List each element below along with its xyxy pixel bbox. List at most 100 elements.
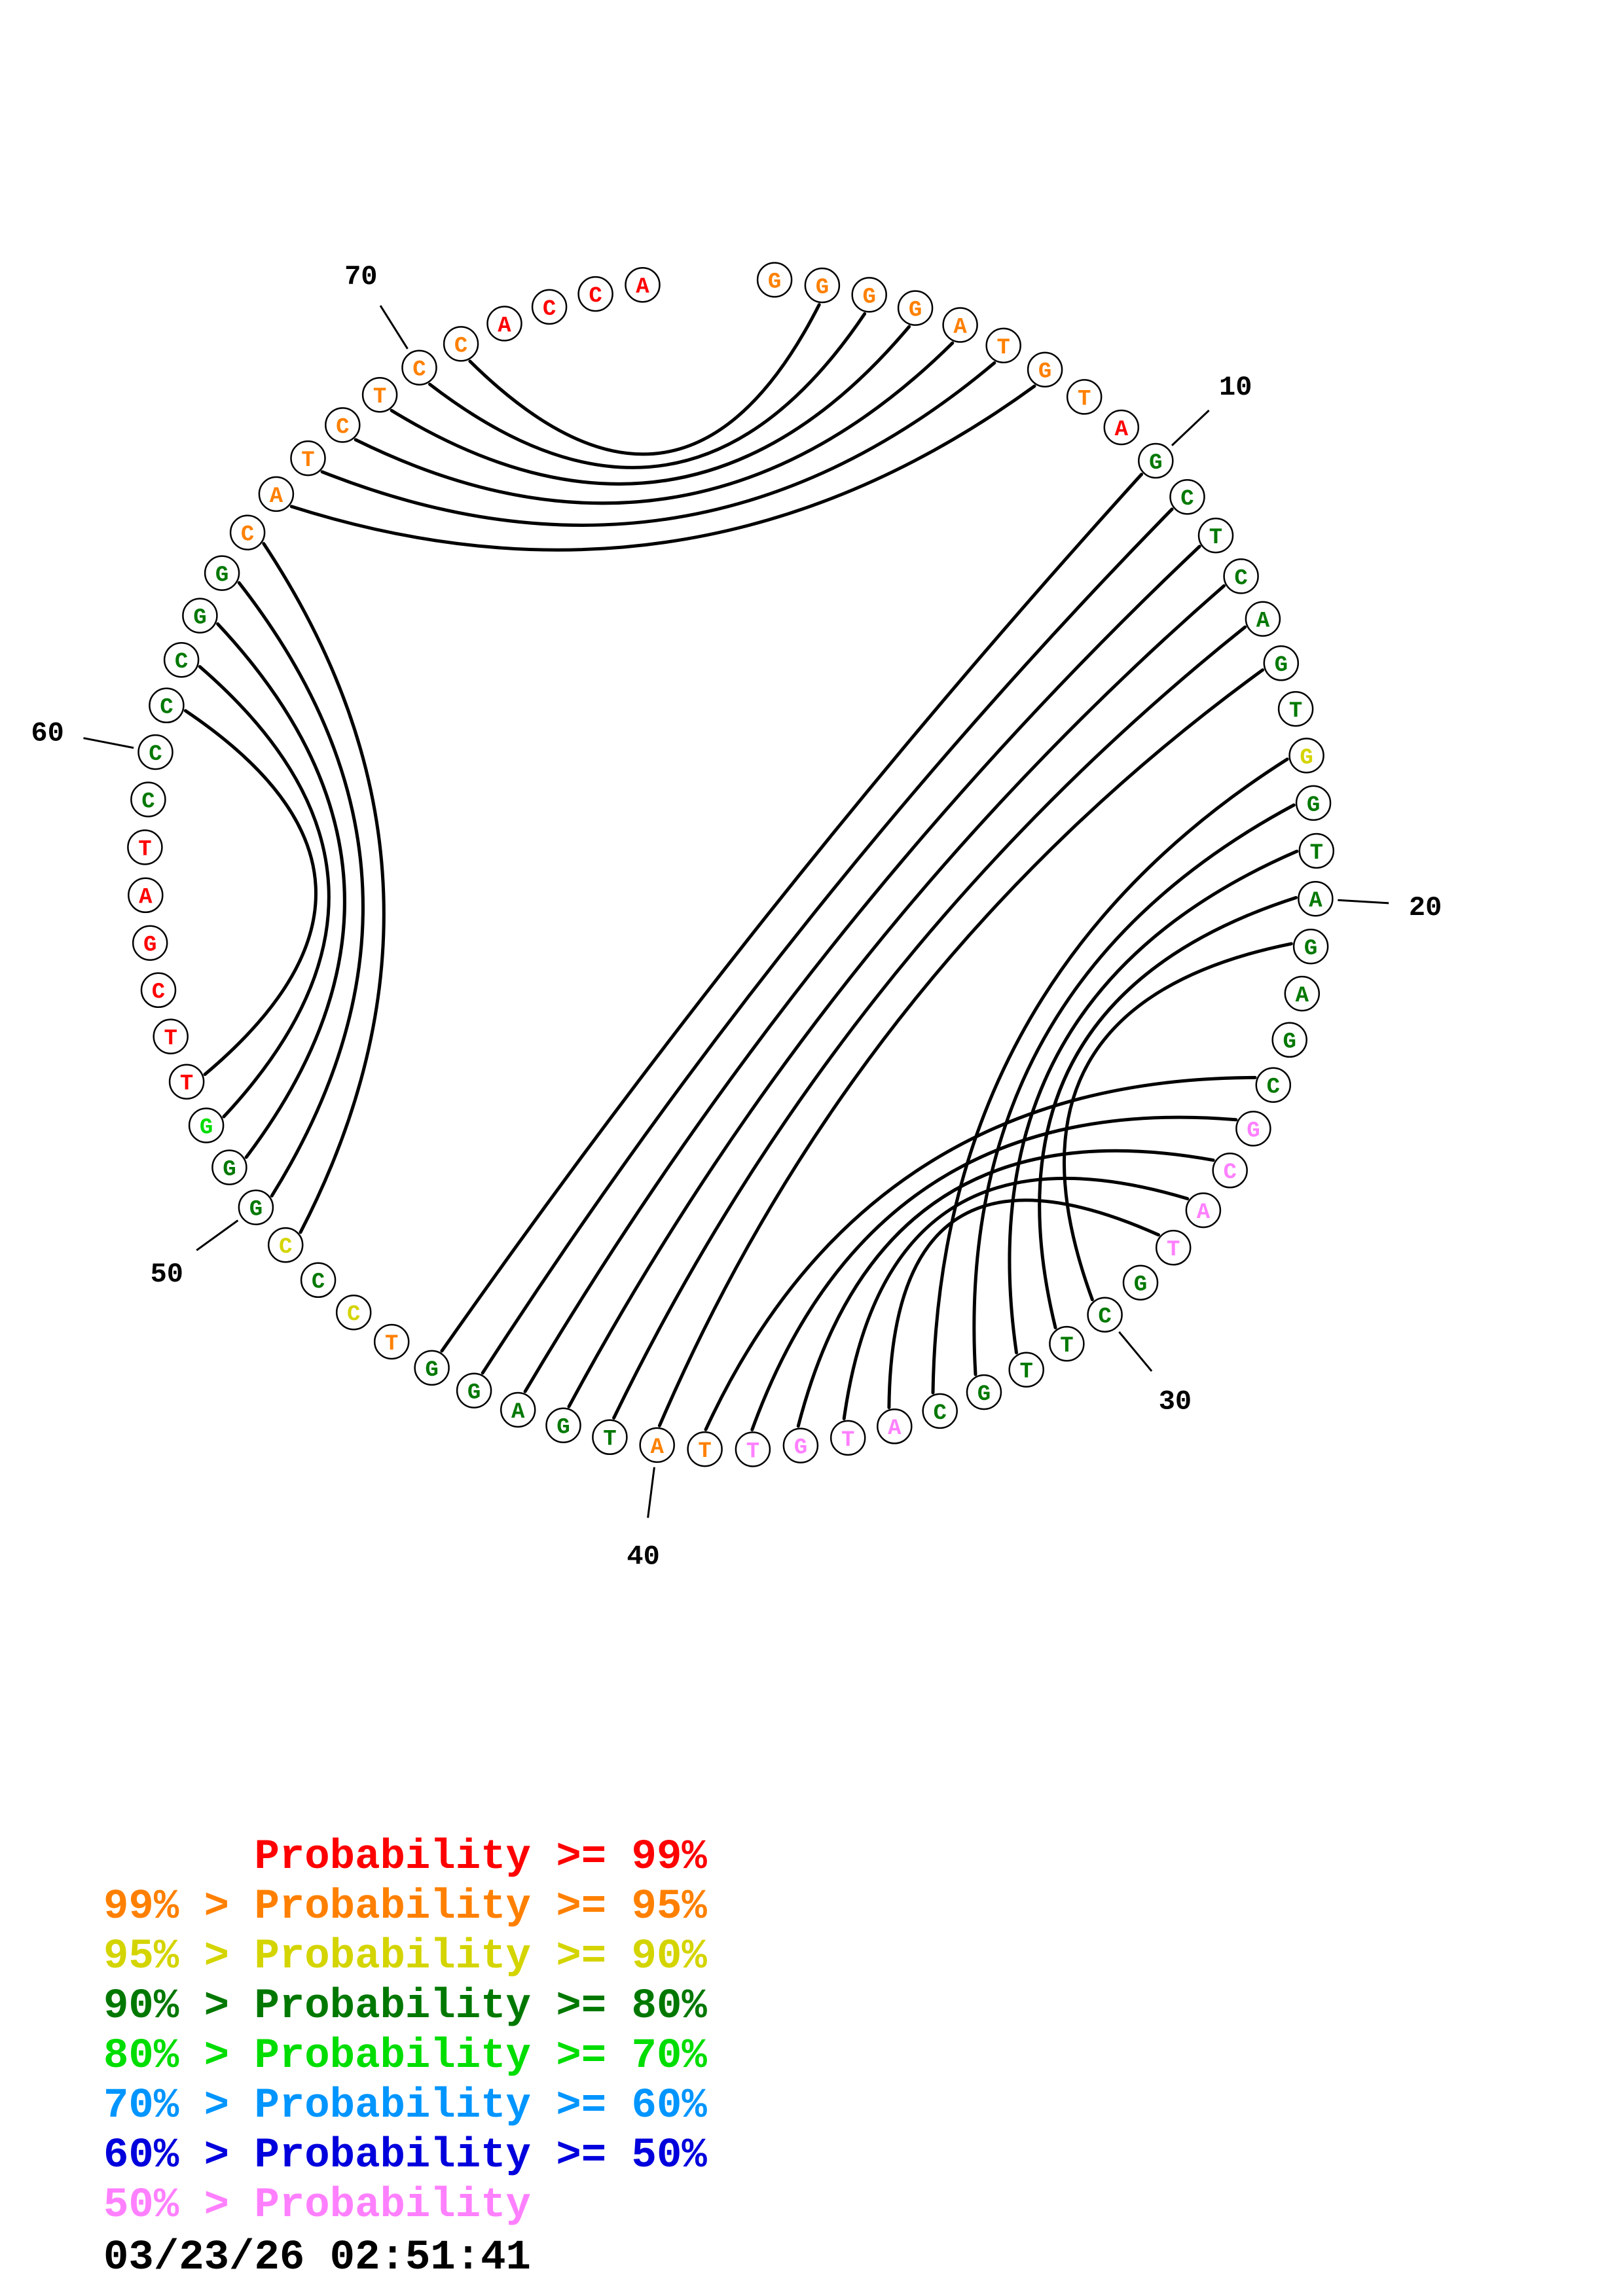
basepair-arc [796,1149,1215,1428]
nucleotide-circle [1288,738,1324,774]
nucleotide-circle [300,1262,337,1299]
nucleotide-letter: C [543,297,556,322]
nucleotide-circle [401,350,437,386]
position-tick-line [83,737,134,749]
nucleotide-circle [238,1189,274,1225]
basepair-arc [390,325,911,486]
nucleotide-letter: C [1098,1305,1111,1330]
position-tick-line [1118,1331,1153,1372]
nucleotide-letter: C [412,358,426,383]
basepair-arc [183,709,318,1076]
basepair-arc [440,473,1144,1353]
nucleotide-letter: G [1134,1273,1147,1298]
timestamp: 03/23/26 02:51:41 [103,2234,531,2282]
nucleotide-circle [1103,409,1140,446]
basepair-arc [354,341,955,505]
nucleotide-letter: C [933,1401,946,1426]
nucleotide-circle [966,1374,1002,1410]
nucleotide-circle [1008,1352,1044,1388]
basepair-arc [428,312,867,469]
nucleotide-letter: T [1019,1360,1032,1385]
legend-item: 90% > Probability >= 80% [103,1983,707,2030]
basepair-arc [468,303,821,456]
nucleotide-circle [335,1294,372,1331]
nucleotide-letter: A [270,484,283,509]
position-label: 40 [627,1541,659,1572]
nucleotide-letter: C [589,284,602,309]
nucleotide-circle [188,1107,225,1143]
nucleotide-circle [1245,601,1281,637]
nucleotide-circle [290,440,326,476]
nucleotide-letter: T [996,336,1010,361]
basepair-arc [237,581,365,1198]
nucleotide-letter: C [347,1302,360,1327]
nucleotide-letter: G [816,276,829,300]
nucleotide-circle [137,734,173,770]
nucleotide-circle [735,1431,771,1467]
nucleotide-letter: T [164,1027,177,1052]
nucleotide-circle [922,1393,958,1429]
nucleotide-letter: C [1223,1160,1236,1185]
nucleotide-letter: G [200,1115,213,1140]
nucleotide-letter: T [1310,841,1323,866]
nucleotide-circle [1271,1022,1307,1058]
nucleotide-letter: G [193,606,206,631]
nucleotide-letter: T [1209,526,1222,550]
basepair-arc [567,584,1226,1408]
nucleotide-letter: A [1309,889,1322,914]
basepair-arc [1008,850,1299,1355]
nucleotide-circle [592,1419,628,1456]
nucleotide-letter: A [888,1416,902,1441]
nucleotide-letter: G [909,298,922,323]
nucleotide-letter: T [698,1439,711,1464]
nucleotide-circle [1066,379,1103,415]
basepair-arc [972,803,1296,1376]
position-label: 70 [344,261,377,293]
basepair-arc [1038,896,1298,1330]
nucleotide-letter: T [1060,1334,1073,1359]
nucleotide-circle [877,1408,913,1444]
nucleotide-letter: A [511,1400,525,1425]
nucleotide-letter: G [556,1416,570,1441]
nucleotide-letter: C [312,1270,325,1295]
nucleotide-circle [325,407,361,443]
nucleotide-circle [1212,1153,1248,1189]
nucleotide-letter: T [841,1428,854,1453]
position-tick-line [1338,899,1389,905]
basepair-arc [931,757,1289,1395]
nucleotide-circle [1185,1192,1222,1229]
basepair-arc [523,545,1201,1393]
nucleotide-letter: G [768,270,781,295]
basepair-arc [887,1198,1160,1409]
nucleotide-letter: G [1038,360,1051,385]
nucleotide-circle [373,1323,410,1360]
nucleotide-letter: G [467,1381,481,1406]
nucleotide-circle [128,877,164,914]
nucleotide-circle [1284,975,1321,1012]
nucleotide-letter: C [1267,1075,1280,1100]
nucleotide-circle [1223,558,1259,594]
nucleotide-circle [229,514,266,550]
position-label: 50 [151,1259,183,1290]
nucleotide-circle [204,555,240,591]
nucleotide-letter: C [1234,566,1247,591]
nucleotide-letter: G [1307,793,1320,818]
legend-item: 60% > Probability >= 50% [103,2132,707,2179]
nucleotide-letter: G [862,285,875,310]
nucleotide-letter: T [1289,699,1302,724]
legend-item: 70% > Probability >= 60% [103,2083,707,2130]
nucleotide-circle [132,925,168,961]
nucleotide-letter: T [746,1439,759,1464]
nucleotide-circle [639,1427,675,1463]
nucleotide-circle [1263,645,1300,681]
nucleotide-letter: G [1149,451,1162,476]
nucleotide-letter: G [1275,653,1288,678]
nucleotide-letter: A [1115,418,1129,442]
nucleotide-circle [851,277,887,313]
nucleotide-circle [897,290,934,326]
nucleotide-letter: C [149,742,162,767]
nucleotide-letter: C [279,1235,292,1260]
nucleotide-letter: A [1296,984,1309,1009]
nucleotide-circle [1169,478,1205,515]
nucleotide-circle [182,598,218,634]
